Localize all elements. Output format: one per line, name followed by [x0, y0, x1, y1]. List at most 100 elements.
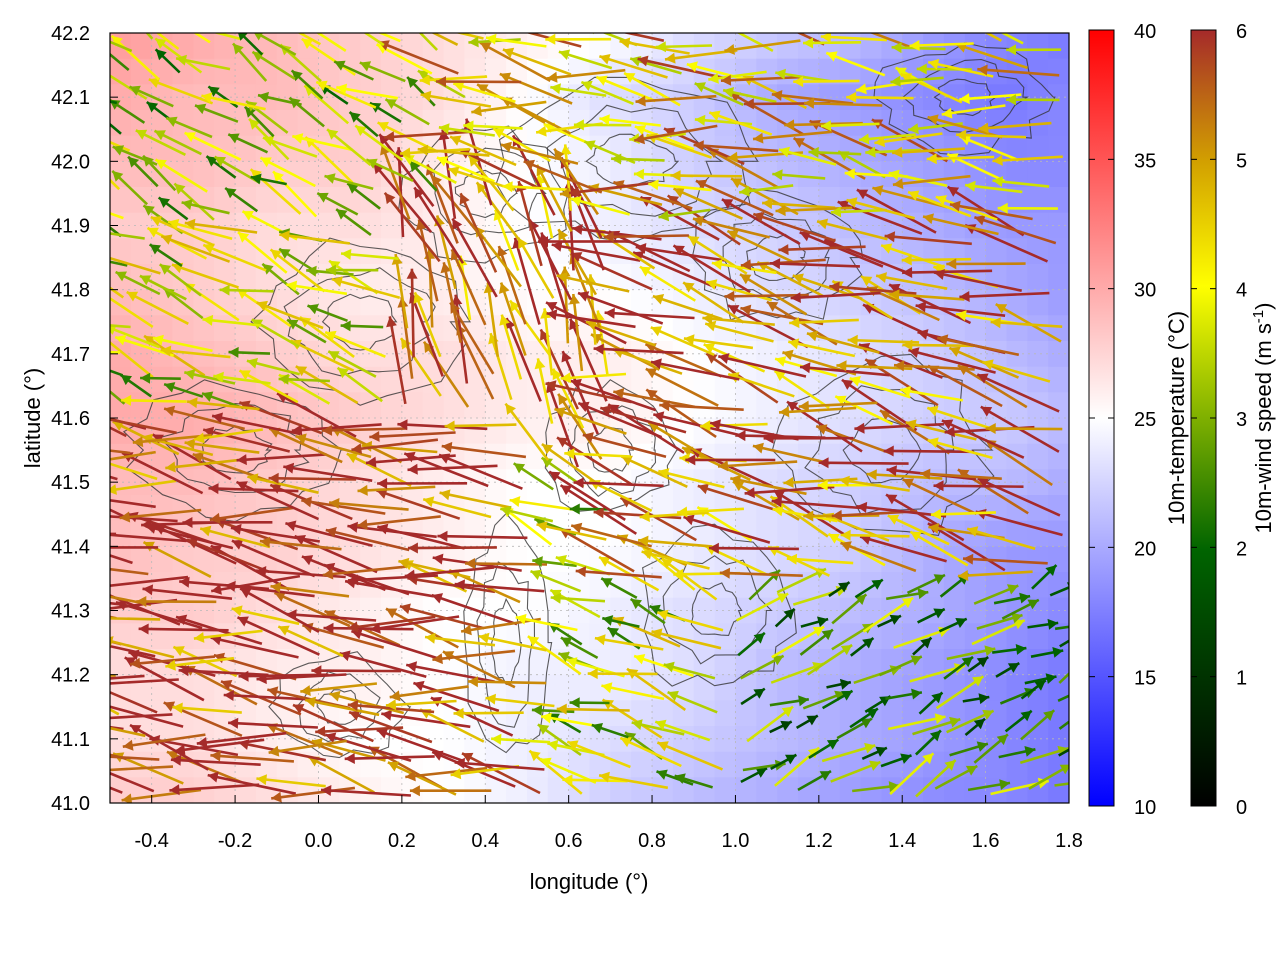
wind-vector-head [771, 496, 782, 508]
wind-vector-head [923, 213, 934, 225]
wind-vector-head [838, 582, 850, 593]
wind-vector-shaft [228, 721, 318, 729]
wind-vector-head [763, 432, 774, 444]
wind-vector-head [214, 156, 226, 167]
wind-vector-head [933, 608, 945, 619]
wind-vector-head [250, 169, 262, 180]
wind-vector-head [774, 759, 786, 771]
wind-vector-head [132, 436, 144, 448]
wind-vector-shaft [422, 340, 470, 408]
wind-vector-shaft [704, 322, 774, 343]
wind-vector-head [301, 555, 314, 566]
wind-vector-head [122, 739, 134, 751]
wind-vector-head [929, 730, 941, 742]
wind-vector-shaft [582, 433, 667, 459]
temperature-cell [902, 623, 924, 650]
wind-vector-head [274, 591, 286, 602]
temperature-cell [714, 161, 736, 188]
wind-vector-shaft [1058, 672, 1069, 684]
wind-vector-shaft [178, 669, 269, 677]
temperature-cell [276, 341, 299, 368]
temperature-cell [610, 700, 632, 727]
temperature-cell [506, 366, 528, 393]
wind-vector-head [347, 700, 359, 711]
wind-vector-shaft [705, 280, 773, 302]
wind-vector-head [286, 280, 298, 292]
wind-vector-shaft [976, 373, 1060, 413]
wind-vector-shaft [212, 33, 242, 41]
wind-vector-head [711, 259, 723, 270]
wind-vector-shaft [905, 421, 977, 441]
wind-vector-shaft [167, 220, 233, 241]
wind-vector-head [157, 8, 168, 18]
temperature-cell [943, 84, 966, 111]
wind-vector-shaft [121, 788, 202, 802]
temperature-cell [860, 674, 882, 701]
wind-vector-shaft [292, 703, 374, 743]
temperature-cell [506, 110, 528, 137]
temperature-cell [506, 674, 528, 701]
wind-vector-shaft [982, 360, 1051, 383]
temperature-cell [214, 161, 236, 188]
wind-vector-shaft [635, 245, 725, 262]
temperature-cell [1006, 777, 1028, 803]
wind-vector-head [501, 141, 512, 153]
wind-vector-head [1020, 710, 1032, 722]
wind-vector-head [437, 530, 448, 542]
wind-vector-head [228, 133, 240, 144]
wind-vector-head [916, 63, 927, 75]
temperature-cell [193, 161, 215, 188]
wind-vector-head [454, 757, 465, 769]
temperature-cell [777, 726, 799, 753]
temperature-cell [881, 623, 903, 650]
temperature-cell [943, 674, 966, 701]
wind-vector-shaft [1058, 720, 1069, 730]
wind-vector-head [933, 574, 945, 585]
temperature-cell [943, 238, 966, 265]
wind-vector-head [399, 603, 411, 615]
temperature-cell [1006, 161, 1028, 188]
wind-vector-head [327, 129, 339, 140]
temperature-cell [193, 597, 215, 624]
wind-vector-head [377, 121, 389, 132]
temperature-cell [485, 366, 507, 393]
terrain-contour [546, 104, 724, 217]
temperature-cell [339, 392, 361, 419]
wind-vector-head [538, 236, 548, 248]
wind-vector-head [431, 593, 443, 604]
wind-vector-head [500, 505, 512, 517]
wind-vector-head [560, 144, 572, 155]
wind-vector-head [386, 608, 398, 619]
temperature-cell [839, 777, 862, 803]
wind-label-superscript: -1 [1250, 310, 1267, 323]
wind-vector-head [260, 157, 272, 168]
wind-vector-shaft [143, 334, 206, 377]
x-tick-label: 0.8 [638, 830, 666, 852]
wind-vector-head [550, 592, 562, 604]
wind-vector-shaft [829, 284, 917, 295]
wind-vector-head [355, 125, 367, 136]
temperature-cell [818, 289, 841, 316]
wind-vector-head [556, 272, 568, 283]
wind-vector-head [366, 456, 377, 468]
wind-vector-head [908, 190, 920, 201]
wind-vector-head [208, 86, 220, 97]
wind-vector-head [817, 479, 828, 491]
temperature-cell [235, 238, 257, 265]
wind-vector-shaft [815, 424, 893, 456]
wind-vector-head [659, 400, 670, 412]
temperature-cell [714, 751, 736, 778]
wind-vector-shaft [708, 546, 799, 551]
wind-vector-head [316, 80, 328, 91]
temperature-cell [214, 366, 236, 393]
wind-vector-head [219, 284, 230, 296]
wind-vector-head [1027, 599, 1039, 610]
temperature-cell [860, 238, 882, 265]
wind-vector-head [64, 195, 75, 205]
wind-vector-head [963, 553, 974, 565]
wind-vector-shaft [201, 94, 266, 111]
temperature-cell [422, 726, 445, 753]
wind-vector-head [649, 604, 661, 615]
temperature-cell [568, 700, 591, 727]
